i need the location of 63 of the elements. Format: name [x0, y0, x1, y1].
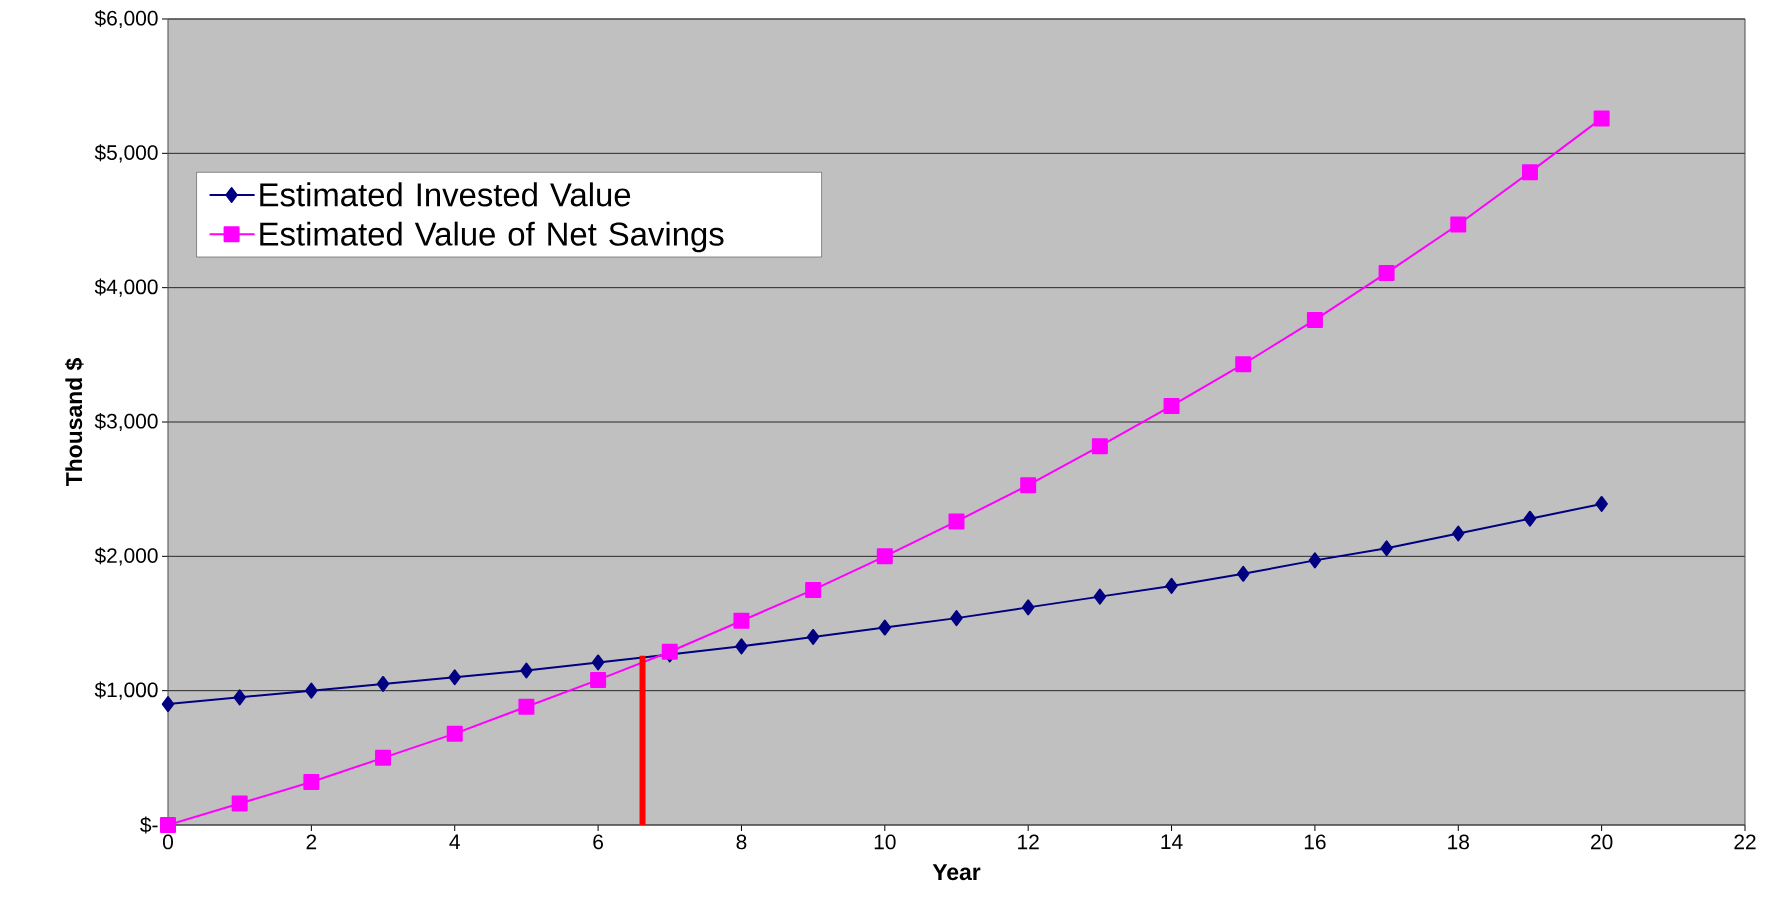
x-tick-label: 14	[1161, 834, 1183, 849]
point	[1021, 599, 1035, 616]
y-tick-label: $5,000	[94, 144, 158, 163]
point	[948, 513, 965, 530]
x-tick-label: 22	[1734, 834, 1756, 850]
x-tick-label: 4	[449, 834, 460, 849]
point	[878, 619, 892, 636]
point	[305, 682, 318, 699]
point	[1452, 525, 1465, 542]
point	[303, 774, 320, 791]
point	[160, 817, 176, 833]
point	[375, 749, 392, 766]
point	[1595, 495, 1608, 512]
x-tick-label: 16	[1304, 834, 1326, 850]
point	[1091, 438, 1108, 455]
x-tick-label: 2	[306, 834, 317, 850]
point	[733, 612, 750, 629]
y-tick-label: $2,000	[94, 547, 158, 566]
point	[1308, 552, 1322, 569]
point	[161, 696, 175, 713]
point	[1093, 588, 1107, 605]
point	[1235, 356, 1252, 373]
point	[806, 628, 820, 645]
legend-label: Estimated Invested Value	[260, 182, 631, 207]
point	[1378, 264, 1395, 281]
x-tick-label: 12	[1018, 834, 1039, 850]
point	[520, 662, 533, 679]
point	[231, 795, 248, 812]
point	[1593, 110, 1610, 127]
x-tick-label: 18	[1448, 834, 1469, 850]
y-tick-label: $-	[140, 816, 158, 834]
point	[1521, 164, 1538, 181]
x-tick-label: 8	[736, 834, 747, 850]
point	[1523, 510, 1537, 527]
point	[1306, 311, 1323, 328]
y-axis-title: Thousand $	[64, 358, 84, 487]
point	[876, 548, 893, 565]
point	[446, 725, 463, 742]
point	[233, 689, 246, 706]
point	[1450, 216, 1467, 233]
point	[376, 675, 390, 692]
point	[1020, 477, 1037, 494]
point	[1380, 540, 1393, 557]
x-axis-title: Year	[932, 864, 981, 881]
point	[1236, 565, 1250, 582]
x-tick-label: 6	[593, 834, 603, 850]
point	[590, 671, 607, 688]
point	[950, 610, 963, 627]
point	[735, 638, 748, 655]
point	[591, 654, 605, 671]
point	[805, 581, 822, 598]
point	[518, 698, 535, 715]
y-tick-label: $3,000	[94, 412, 158, 432]
point	[448, 669, 461, 686]
y-tick-label: $4,000	[94, 278, 158, 297]
point	[1165, 577, 1178, 594]
y-tick-label: $6,000	[94, 9, 158, 29]
x-tick-label: 0	[162, 834, 173, 850]
legend-label: Estimated Value of Net Savings	[260, 221, 724, 253]
point	[1163, 397, 1180, 414]
y-tick-label: $1,000	[94, 681, 158, 700]
x-tick-label: 20	[1591, 834, 1613, 850]
x-tick-label: 10	[874, 834, 896, 850]
